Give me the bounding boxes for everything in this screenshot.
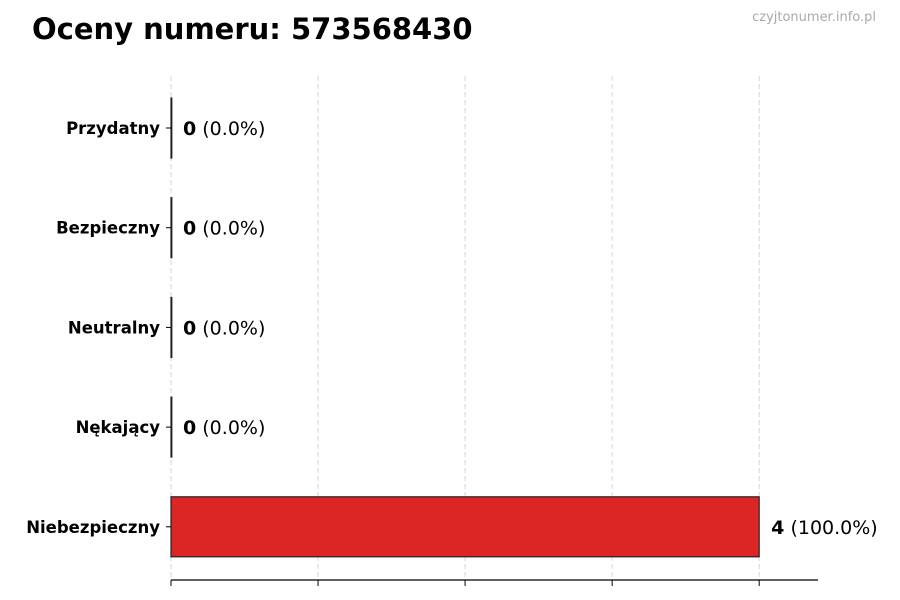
value-count: 0: [183, 218, 196, 240]
value-label: 0 (0.0%): [183, 218, 265, 240]
value-percent: (0.0%): [196, 118, 265, 140]
watermark: czyjtonumer.info.pl: [752, 10, 876, 25]
value-percent: (100.0%): [784, 517, 877, 539]
value-percent: (0.0%): [196, 317, 265, 339]
category-label: Nękający: [76, 418, 161, 437]
value-label: 0 (0.0%): [183, 118, 265, 140]
bar: [170, 496, 760, 558]
value-label: 0 (0.0%): [183, 317, 265, 339]
bar: [170, 97, 173, 159]
bar: [170, 396, 173, 458]
value-percent: (0.0%): [196, 417, 265, 439]
category-label: Neutralny: [68, 318, 160, 337]
bar: [170, 197, 173, 259]
value-label: 4 (100.0%): [771, 517, 878, 539]
chart-title: Oceny numeru: 573568430: [32, 12, 473, 46]
value-count: 0: [183, 317, 196, 339]
value-count: 0: [183, 417, 196, 439]
value-count: 4: [771, 517, 784, 539]
value-percent: (0.0%): [196, 218, 265, 240]
value-label: 0 (0.0%): [183, 417, 265, 439]
category-label: Bezpieczny: [56, 219, 160, 238]
bar: [170, 296, 173, 358]
value-count: 0: [183, 118, 196, 140]
category-label: Przydatny: [66, 119, 160, 138]
category-label: Niebezpieczny: [26, 518, 160, 537]
